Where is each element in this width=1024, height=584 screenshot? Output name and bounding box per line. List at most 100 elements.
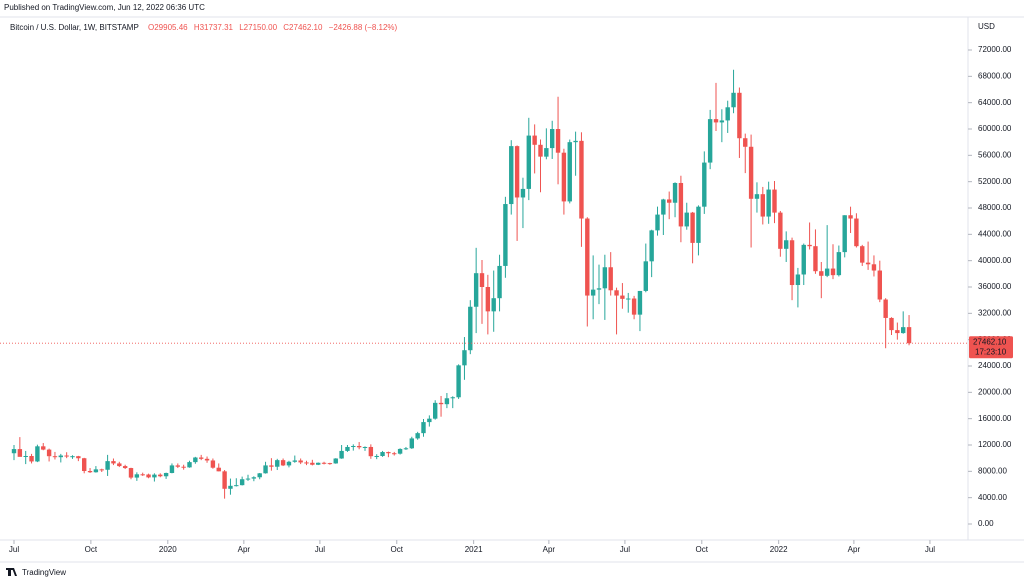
candle-body (772, 189, 777, 213)
y-tick-label: 72000.00 (978, 45, 1012, 54)
x-tick-label: Jul (9, 545, 19, 554)
candle-body (608, 267, 613, 291)
candle-body (275, 460, 280, 467)
x-tick-label: 2022 (770, 545, 788, 554)
candle-body (784, 240, 789, 249)
candle-body (251, 477, 257, 479)
candle-body (199, 457, 204, 459)
candle-body (573, 140, 578, 143)
legend-close: C27462.10 (283, 23, 323, 32)
candle-body (117, 463, 122, 467)
candle-body (380, 452, 385, 456)
candle-body (52, 456, 58, 458)
candle-body (87, 471, 93, 473)
candle-body (462, 350, 467, 366)
symbol: Bitcoin / U.S. Dollar, 1W, BITSTAMP (10, 23, 139, 32)
y-tick-label: 60000.00 (978, 124, 1012, 133)
x-tick-label: Apr (848, 545, 861, 554)
candle-body (64, 455, 69, 457)
candle-body (555, 129, 561, 153)
x-tick-label: 2020 (159, 545, 177, 554)
legend-high: H31737.31 (194, 23, 234, 32)
candle-body (386, 452, 391, 454)
y-tick-label: 44000.00 (978, 229, 1012, 238)
candle-body (257, 473, 262, 478)
candle-body (737, 92, 742, 139)
candle-body (409, 438, 414, 449)
candle-body (672, 182, 678, 203)
y-tick-label: 4000.00 (978, 493, 1007, 502)
candle-body (23, 455, 28, 457)
candle-body (468, 306, 473, 351)
candle-body (374, 455, 379, 457)
y-tick-label: 68000.00 (978, 71, 1012, 80)
y-tick-label: 32000.00 (978, 308, 1012, 317)
candle-body (245, 478, 251, 480)
candle-body (520, 188, 526, 198)
candle-body (17, 449, 23, 457)
candle-body (731, 92, 736, 108)
candle-body (550, 129, 555, 149)
candle-body (479, 273, 485, 287)
candle-body (842, 215, 847, 253)
candle-body (438, 402, 444, 405)
x-tick-label: Oct (696, 545, 709, 554)
candle-body (526, 135, 531, 189)
candle-body (538, 144, 543, 157)
brand: TradingView (22, 568, 66, 577)
candle-body (345, 446, 350, 451)
y-tick-label: 20000.00 (978, 387, 1012, 396)
candle-body (421, 422, 426, 434)
candle-body (58, 455, 63, 458)
candle-body (754, 194, 760, 199)
x-tick-label: Oct (85, 545, 98, 554)
candle-body (269, 465, 274, 467)
candle-body (140, 474, 145, 476)
candle-body (789, 240, 795, 286)
candle-body (514, 146, 520, 198)
candle-body (444, 398, 450, 405)
candle-body (696, 206, 701, 243)
legend-change: −2426.88 (−8.12%) (329, 23, 398, 32)
candle-body (152, 474, 157, 478)
candle-body (748, 146, 754, 199)
candle-body (298, 460, 303, 463)
candle-body (702, 162, 707, 207)
candle-body (169, 465, 175, 473)
candle-body (327, 463, 333, 465)
candle-body (649, 230, 654, 262)
candle-body (292, 460, 297, 462)
candle-body (801, 244, 806, 275)
candle-body (181, 466, 186, 468)
x-tick-label: Oct (391, 545, 404, 554)
candle-body (819, 271, 824, 276)
candle-body (778, 212, 783, 249)
candle-body (397, 448, 403, 454)
candle-body (187, 462, 192, 468)
candle-body (719, 120, 725, 123)
candle-body (590, 289, 596, 296)
candle-body (239, 479, 245, 486)
candle-body (889, 317, 894, 331)
candle-body (877, 270, 882, 300)
candle-body (316, 462, 321, 465)
x-tick-label: Jul (925, 545, 935, 554)
candle-body (433, 402, 438, 419)
candle-body (883, 299, 888, 318)
candle-body (286, 461, 292, 466)
candle-body (795, 274, 801, 286)
y-tick-label: 40000.00 (978, 256, 1012, 265)
candle-body (509, 146, 514, 205)
candle-body (713, 119, 719, 123)
candle-body (368, 446, 374, 457)
y-tick-label: 56000.00 (978, 150, 1012, 159)
candle-body (643, 261, 648, 291)
candle-body (485, 287, 491, 312)
candle-body (362, 446, 368, 448)
candle-body (76, 456, 81, 459)
candle-body (860, 246, 865, 263)
candle-body (105, 461, 110, 470)
candle-body (392, 453, 397, 455)
candle-body (304, 462, 309, 464)
